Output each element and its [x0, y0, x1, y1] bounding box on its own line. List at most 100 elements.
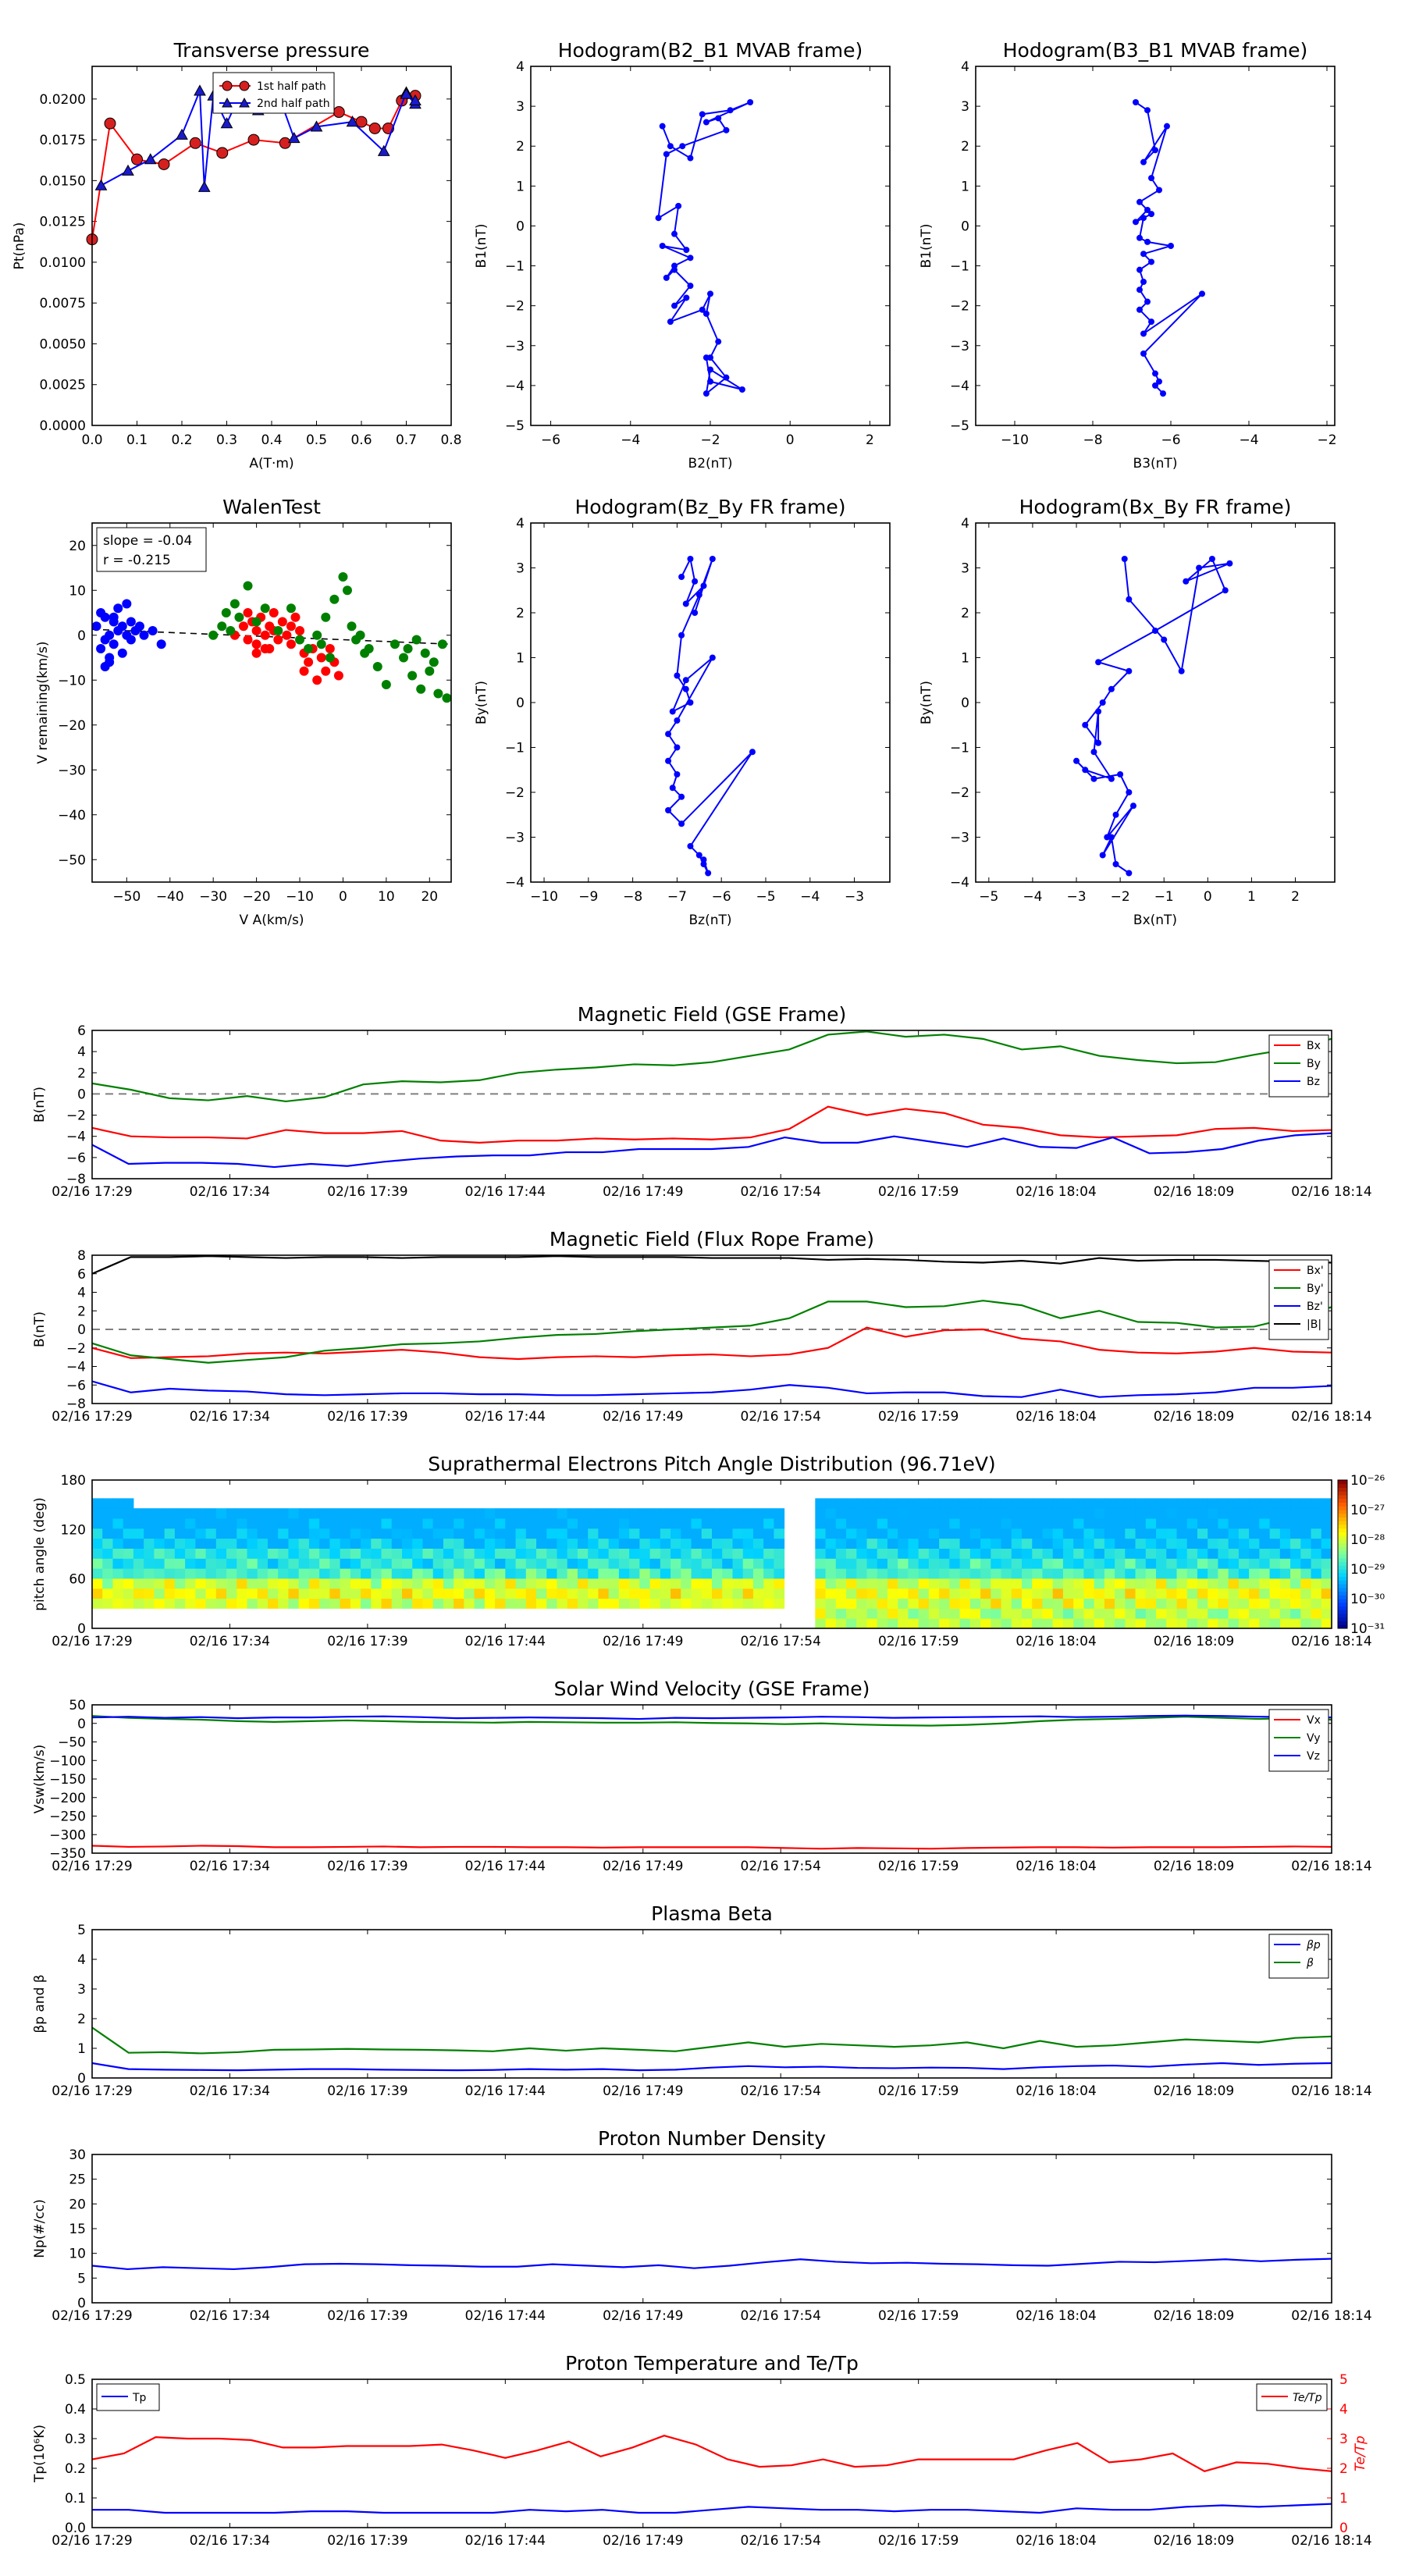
heatmap-cell — [1042, 1548, 1054, 1559]
heatmap-cell — [174, 1518, 186, 1529]
heatmap-cell — [412, 1518, 423, 1529]
heatmap-cell — [371, 1538, 382, 1549]
colorbar-segment — [1338, 1510, 1347, 1514]
data-point — [667, 318, 674, 326]
heatmap-cell — [1083, 1518, 1095, 1529]
heatmap-cell — [546, 1558, 557, 1569]
heatmap-cell — [1032, 1548, 1043, 1559]
data-point — [674, 771, 681, 777]
data-point — [217, 621, 227, 632]
heatmap-cell — [1321, 1588, 1332, 1599]
data-point — [674, 717, 681, 724]
heatmap-cell — [825, 1508, 837, 1519]
heatmap-cell — [670, 1548, 681, 1559]
heatmap-cell — [92, 1518, 103, 1529]
data-point — [251, 626, 261, 635]
heatmap-cell — [422, 1598, 434, 1609]
heatmap-cell — [752, 1578, 764, 1589]
heatmap-cell — [174, 1558, 186, 1569]
x-tick-label: 02/16 17:34 — [190, 1409, 270, 1425]
y-tick-label: −20 — [58, 718, 86, 734]
heatmap-cell — [422, 1558, 434, 1569]
heatmap-cell — [123, 1508, 134, 1519]
heatmap-cell — [608, 1588, 620, 1599]
data-point — [1133, 219, 1139, 226]
heatmap-cell — [1032, 1538, 1043, 1549]
heatmap-cell — [712, 1518, 723, 1529]
heatmap-cell — [1104, 1608, 1115, 1619]
heatmap-cell — [546, 1598, 557, 1609]
y-axis-label: Tp(10⁶K) — [32, 2425, 48, 2483]
data-point — [1129, 802, 1136, 809]
heatmap-cell — [237, 1518, 247, 1529]
legend-label: Bz — [1307, 1076, 1320, 1088]
data-point — [310, 120, 323, 132]
heatmap-cell — [722, 1548, 733, 1559]
heatmap-cell — [1032, 1528, 1043, 1539]
heatmap-cell — [112, 1548, 124, 1559]
y-tick-label: 0.5 — [65, 2372, 86, 2388]
heatmap-cell — [1186, 1568, 1198, 1579]
heatmap-cell — [546, 1588, 557, 1599]
heatmap-cell — [639, 1558, 651, 1569]
heatmap-cell — [1238, 1568, 1250, 1579]
colorbar-segment — [1338, 1617, 1347, 1621]
heatmap-cell — [288, 1528, 300, 1539]
heatmap-cell — [329, 1548, 341, 1559]
heatmap-cell — [215, 1558, 227, 1569]
panel-mag_gse: Magnetic Field (GSE Frame)02/16 17:29 02/… — [32, 1003, 1372, 1200]
data-point — [265, 644, 275, 653]
y-tick-label: 10 — [69, 2247, 86, 2262]
heatmap-cell — [1135, 1508, 1147, 1519]
heatmap-cell — [1145, 1598, 1157, 1609]
heatmap-cell — [1001, 1528, 1012, 1539]
x-tick-label: 02/16 17:44 — [465, 1184, 546, 1200]
heatmap-cell — [464, 1528, 475, 1539]
heatmap-cell — [567, 1508, 578, 1519]
heatmap-cell — [1135, 1568, 1147, 1579]
heatmap-cell — [443, 1538, 454, 1549]
heatmap-cell — [1218, 1548, 1229, 1559]
heatmap-cell — [515, 1578, 527, 1589]
heatmap-cell — [412, 1568, 423, 1579]
heatmap-cell — [144, 1588, 155, 1599]
heatmap-cell — [639, 1508, 651, 1519]
heatmap-cell — [298, 1598, 310, 1609]
colorbar-tick-label: 10⁻²⁷ — [1350, 1503, 1385, 1518]
heatmap-cell — [361, 1528, 372, 1539]
heatmap-cell — [144, 1528, 155, 1539]
heatmap-cell — [1311, 1588, 1322, 1599]
heatmap-cell — [164, 1528, 176, 1539]
heatmap-cell — [1259, 1608, 1271, 1619]
heatmap-cell — [247, 1598, 258, 1609]
heatmap-cell — [846, 1528, 857, 1539]
y-tick-label: 60 — [69, 1572, 86, 1588]
heatmap-cell — [691, 1548, 702, 1559]
y-tick-label: −4 — [505, 379, 525, 394]
y-axis-label: βp and β — [32, 1974, 48, 2033]
heatmap-cell — [752, 1508, 764, 1519]
heatmap-cell — [1022, 1558, 1033, 1569]
heatmap-cell — [980, 1568, 991, 1579]
heatmap-cell — [835, 1538, 847, 1549]
heatmap-cell — [474, 1558, 486, 1569]
data-point — [156, 639, 166, 649]
heatmap-cell — [164, 1578, 176, 1589]
heatmap-cell — [515, 1538, 527, 1549]
heatmap-cell — [484, 1598, 496, 1609]
heatmap-cell — [866, 1498, 878, 1509]
data-point — [715, 338, 722, 345]
heatmap-cell — [371, 1548, 382, 1559]
heatmap-cell — [1176, 1578, 1188, 1589]
y-tick-label: 0 — [77, 2296, 86, 2311]
heatmap-cell — [102, 1568, 113, 1579]
heatmap-cell — [371, 1588, 382, 1599]
heatmap-cell — [205, 1518, 217, 1529]
heatmap-cell — [1186, 1498, 1198, 1509]
heatmap-cell — [959, 1538, 971, 1549]
heatmap-cell — [1249, 1568, 1260, 1579]
y-tick-label: 25 — [69, 2172, 86, 2188]
heatmap-cell — [701, 1528, 713, 1539]
heatmap-cell — [980, 1558, 991, 1569]
heatmap-cell — [959, 1508, 971, 1519]
